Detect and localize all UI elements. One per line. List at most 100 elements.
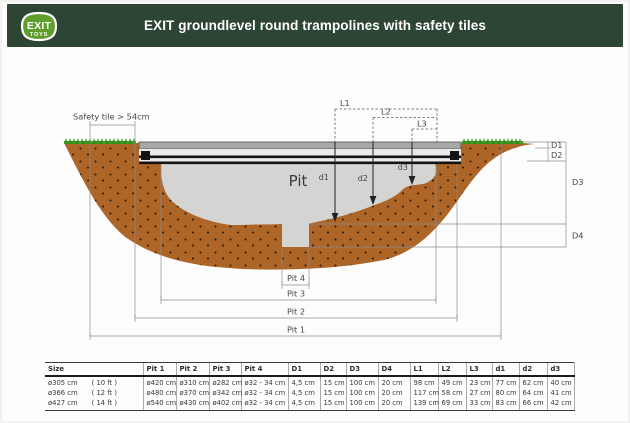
pit-cavity (161, 164, 437, 247)
table-row: ø366 cm ( 12 ft ) ø480 cm ø370 cm ø342 cm ø32… (45, 388, 575, 399)
table-cell: ø282 cm (208, 375, 242, 389)
frame-right-cap (450, 151, 459, 160)
size-diameter: ø366 cm (48, 389, 78, 398)
column-header: d3 (546, 361, 575, 377)
table-cell: 40 cm (546, 375, 575, 389)
column-header: L3 (465, 361, 492, 377)
table-cell: 20 cm (377, 388, 410, 399)
logo-blob (20, 11, 58, 42)
table-cell: ø310 cm (175, 375, 209, 389)
table-cell: 100 cm (345, 398, 378, 411)
size-feet: ( 10 ft ) (91, 379, 118, 388)
table-cell: 77 cm (491, 375, 519, 389)
table-cell: 20 cm (377, 375, 410, 389)
column-header: L2 (437, 361, 466, 377)
table-cell: 100 cm (345, 375, 378, 389)
size-cell: ø427 cm ( 14 ft ) (45, 398, 143, 411)
table-cell: ø342 cm (208, 388, 242, 399)
dim-label-pit2: Pit 2 (287, 307, 305, 317)
table-cell: ø402 cm (208, 398, 242, 411)
grass-right (462, 138, 523, 144)
table-cell: 20 cm (377, 398, 410, 411)
column-header: Pit 1 (142, 361, 176, 377)
dim-label-d3: d3 (398, 162, 408, 172)
table-cell: ø540 cm (142, 398, 176, 411)
table-cell: 83 cm (491, 398, 519, 411)
logo-text-exit: EXIT (27, 20, 52, 32)
table-cell: ø32 - 34 cm (240, 398, 288, 411)
dim-label-D1: D1 (551, 140, 563, 150)
table-cell: ø32 - 34 cm (240, 388, 288, 399)
table-cell: 58 cm (437, 388, 466, 399)
table-cell: ø480 cm (142, 388, 176, 399)
page-title: EXIT groundlevel round trampolines with … (143, 18, 486, 33)
l-dimension-brackets: L1 L2 L3 (334, 98, 438, 142)
trampoline-mat (138, 141, 462, 150)
spec-table-container: Size Pit 1 Pit 2 Pit 3 Pit 4 D1 D2 D3 D4 L1 L2 L3 d1… (45, 361, 575, 411)
table-cell: 23 cm (465, 375, 492, 389)
column-header: D4 (377, 361, 410, 377)
table-cell: 64 cm (518, 388, 547, 399)
soil-texture-dots (64, 143, 535, 270)
header-bar: EXIT groundlevel round trampolines with … (7, 4, 623, 47)
table-cell: ø370 cm (175, 388, 209, 399)
dim-label-d2: d2 (358, 173, 368, 183)
dim-label-L1: L1 (340, 98, 350, 108)
size-diameter: ø427 cm (48, 399, 78, 408)
table-cell: 15 cm (319, 388, 346, 399)
table-cell: 27 cm (465, 388, 492, 399)
column-header: Size (45, 361, 143, 377)
size-feet: ( 12 ft ) (91, 389, 118, 398)
column-header: L1 (409, 361, 438, 377)
size-diameter: ø305 cm (48, 379, 78, 388)
column-header: d1 (491, 361, 519, 377)
measurement-lines (89, 129, 567, 336)
table-cell: 4,5 cm (287, 398, 320, 411)
pit-dimension-brackets: Pit 4 Pit 3 Pit 2 Pit 1 (89, 273, 502, 340)
column-header: Pit 2 (175, 361, 209, 377)
table-cell: 62 cm (518, 375, 547, 389)
table-header-row: Size Pit 1 Pit 2 Pit 3 Pit 4 D1 D2 D3 D4 L1 L2 L3 d1… (45, 361, 575, 377)
column-header: D3 (345, 361, 378, 377)
safety-tile-label: Safety tile > 54cm (73, 112, 150, 122)
pit-cross-section-diagram: Safety tile > 54cm L1 L2 L3 d1 (64, 98, 584, 340)
dim-label-D4: D4 (572, 231, 584, 241)
dim-label-pit1: Pit 1 (287, 325, 305, 335)
table-cell: 15 cm (319, 375, 346, 389)
table-cell: 117 cm (409, 388, 439, 399)
table-cell: 15 cm (319, 398, 346, 411)
dim-label-D3: D3 (572, 177, 584, 187)
frame-left-cap (141, 151, 150, 160)
size-feet: ( 14 ft ) (91, 399, 118, 408)
table-cell: 69 cm (437, 398, 466, 411)
table-row: ø305 cm ( 10 ft ) ø420 cm ø310 cm ø282 cm ø32… (45, 375, 575, 389)
column-header: d2 (518, 361, 547, 377)
dim-label-d1: d1 (319, 172, 329, 182)
table-cell: 100 cm (345, 388, 378, 399)
safety-tile-annotation: Safety tile > 54cm (73, 112, 150, 129)
exit-toys-logo: EXIT TOYS (20, 11, 58, 42)
table-cell: 42 cm (546, 398, 575, 411)
table-cell: 49 cm (437, 375, 466, 389)
table-cell: 139 cm (409, 398, 439, 411)
table-cell: ø430 cm (175, 398, 209, 411)
table-cell: ø32 - 34 cm (240, 375, 288, 389)
column-header: Pit 3 (208, 361, 241, 377)
table-cell: 66 cm (518, 398, 547, 411)
table-cell: 33 cm (465, 398, 492, 411)
column-header: D1 (287, 361, 320, 377)
dim-label-D2: D2 (551, 150, 563, 160)
column-header: D2 (319, 361, 346, 377)
table-cell: 80 cm (491, 388, 519, 399)
size-cell: ø366 cm ( 12 ft ) (45, 389, 143, 399)
table-cell: 41 cm (546, 388, 575, 399)
table-cell: 98 cm (409, 375, 438, 389)
depth-arrows: d1 d2 d3 (319, 142, 416, 222)
trampoline (138, 141, 462, 165)
table-cell: 4,5 cm (287, 375, 320, 389)
d-dimension-labels: D1 D2 D3 D4 (551, 140, 584, 241)
dim-label-L2: L2 (381, 107, 391, 117)
spec-table: Size Pit 1 Pit 2 Pit 3 Pit 4 D1 D2 D3 D4 L1 L2 L3 d1… (45, 361, 575, 411)
grass-left (64, 138, 136, 144)
